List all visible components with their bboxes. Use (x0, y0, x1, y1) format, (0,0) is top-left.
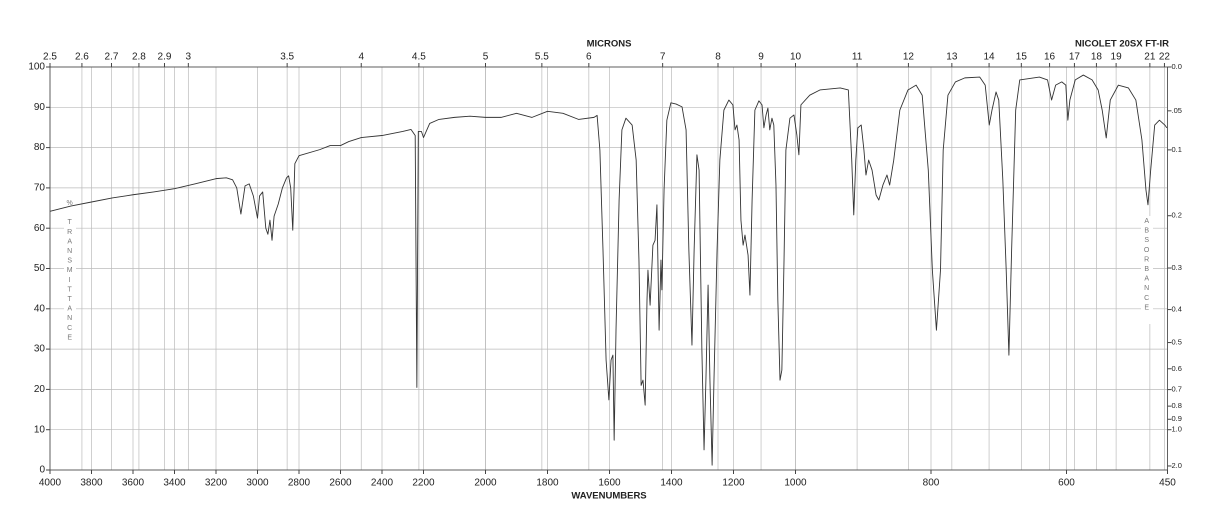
micron-tick-label: 16 (1044, 52, 1056, 63)
micron-tick-label: 17 (1069, 52, 1081, 63)
y-tick-label: 30 (34, 344, 46, 355)
micron-tick-label: 7 (660, 52, 666, 63)
micron-tick-label: 2.7 (105, 52, 119, 63)
y2-tick-label: 0.6 (1172, 364, 1182, 373)
micron-tick-label: 9 (758, 52, 764, 63)
y-tick-label: 90 (34, 102, 46, 113)
x-tick-label: 2600 (329, 478, 352, 489)
x-tick-label: 2200 (412, 478, 435, 489)
y2-tick-label: 1.0 (1172, 425, 1182, 434)
micron-tick-label: 5.5 (535, 52, 549, 63)
x-tick-label: 2400 (371, 478, 394, 489)
y2-tick-label: 0.9 (1172, 414, 1182, 423)
x-tick-label: 1600 (598, 478, 621, 489)
y-tick-label: 100 (28, 62, 45, 73)
y2-tick-label: 0.5 (1172, 338, 1182, 347)
y2-tick-label: 0.0 (1172, 62, 1182, 71)
x-tick-label: 1800 (536, 478, 559, 489)
x-tick-label: 2800 (288, 478, 311, 489)
micron-tick-label: 4.5 (412, 52, 426, 63)
y2-tick-label: .05 (1172, 106, 1182, 115)
micron-tick-label: 21 (1144, 52, 1156, 63)
x-tick-label: 450 (1159, 478, 1176, 489)
x-tick-label: 3200 (205, 478, 228, 489)
y2-axis-title: ABSORBANCE (1143, 218, 1150, 314)
y2-tick-label: 0.3 (1172, 263, 1182, 272)
micron-tick-label: 3 (186, 52, 192, 63)
micron-tick-label: 15 (1016, 52, 1028, 63)
label-backdrop (64, 198, 76, 344)
micron-tick-label: 11 (852, 52, 863, 63)
y-tick-label: 70 (34, 183, 46, 194)
micron-tick-label: 19 (1111, 52, 1123, 63)
micron-tick-label: 13 (946, 52, 958, 63)
x-tick-label: 1400 (660, 478, 683, 489)
y-tick-label: 50 (34, 263, 46, 274)
y2-tick-label: 0.1 (1172, 145, 1182, 154)
y2-tick-label: 0.8 (1172, 401, 1182, 410)
y2-tick-label: 0.2 (1172, 211, 1182, 220)
y-tick-label: 20 (34, 384, 46, 395)
micron-tick-label: 4 (358, 52, 364, 63)
y-tick-label: 80 (34, 142, 46, 153)
y2-tick-label: 0.4 (1172, 305, 1182, 314)
micron-tick-label: 10 (790, 52, 802, 63)
x-tick-label: 800 (923, 478, 940, 489)
x-tick-label: 3400 (163, 478, 186, 489)
y-axis-title: % TRANSMITTANCE (66, 200, 73, 344)
micron-tick-label: 2.8 (132, 52, 146, 63)
y2-tick-label: 0.7 (1172, 385, 1182, 394)
micron-tick-label: 18 (1091, 52, 1103, 63)
micron-tick-label: 3.5 (280, 52, 294, 63)
x-tick-label: 600 (1058, 478, 1075, 489)
y-tick-label: 40 (34, 303, 46, 314)
x-tick-label: 3000 (246, 478, 269, 489)
y-tick-label: 0 (39, 465, 45, 476)
micron-tick-label: 6 (586, 52, 592, 63)
x-tick-label: 4000 (39, 478, 62, 489)
micron-tick-label: 2.9 (158, 52, 172, 63)
x-tick-label: 1200 (722, 478, 745, 489)
micron-tick-label: 2.5 (43, 52, 57, 63)
x2-axis-title: MICRONS (587, 39, 632, 50)
x-tick-label: 2000 (474, 478, 497, 489)
y-tick-label: 10 (34, 424, 46, 435)
x-tick-label: 1000 (784, 478, 807, 489)
label-backdrop (1141, 216, 1153, 324)
micron-tick-label: 14 (984, 52, 996, 63)
micron-tick-label: 5 (483, 52, 489, 63)
x-axis-title: WAVENUMBERS (571, 491, 646, 502)
y-tick-label: 60 (34, 223, 46, 234)
x-tick-label: 3800 (80, 478, 103, 489)
micron-tick-label: 22 (1159, 52, 1171, 63)
y2-tick-label: 2.0 (1172, 461, 1182, 470)
x-tick-label: 3600 (122, 478, 145, 489)
micron-tick-label: 2.6 (75, 52, 89, 63)
micron-tick-label: 8 (715, 52, 721, 63)
chart-title: NICOLET 20SX FT-IR (1075, 39, 1169, 50)
micron-tick-label: 12 (903, 52, 915, 63)
spectrum-line (49, 74, 1168, 466)
